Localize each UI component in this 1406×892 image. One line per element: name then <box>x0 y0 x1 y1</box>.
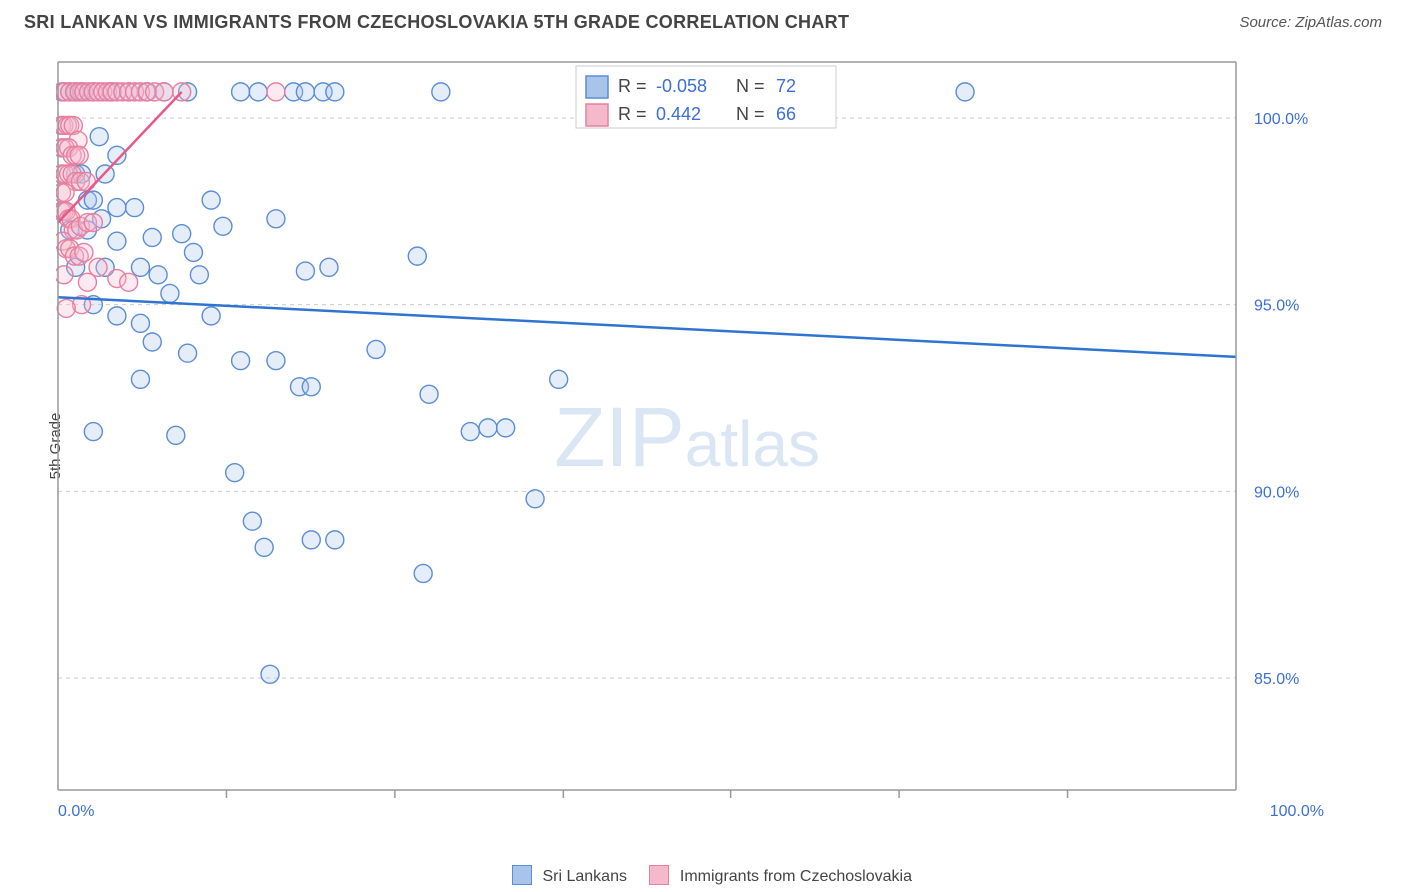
svg-text:ZIPatlas: ZIPatlas <box>554 390 820 484</box>
svg-text:-0.058: -0.058 <box>656 76 707 96</box>
svg-text:72: 72 <box>776 76 796 96</box>
svg-text:95.0%: 95.0% <box>1254 298 1299 315</box>
svg-text:100.0%: 100.0% <box>1254 111 1308 128</box>
svg-text:90.0%: 90.0% <box>1254 484 1299 501</box>
svg-text:100.0%: 100.0% <box>1270 803 1324 820</box>
legend-swatch-2 <box>649 865 669 885</box>
legend-label-2: Immigrants from Czechoslovakia <box>680 868 912 885</box>
svg-text:0.442: 0.442 <box>656 104 701 124</box>
scatter-chart: 85.0% 90.0% 95.0% 100.0% ZIPatlas 0.0% 100.0% R… <box>56 60 1336 820</box>
chart-area: 85.0% 90.0% 95.0% 100.0% ZIPatlas 0.0% 100.0% R… <box>56 60 1336 820</box>
legend-swatch-1 <box>512 865 532 885</box>
bottom-legend: Sri Lankans Immigrants from Czechoslovak… <box>0 865 1406 886</box>
svg-text:85.0%: 85.0% <box>1254 671 1299 688</box>
svg-text:N =: N = <box>736 104 765 124</box>
chart-title: SRI LANKAN VS IMMIGRANTS FROM CZECHOSLOV… <box>24 12 849 33</box>
legend-label-1: Sri Lankans <box>542 868 627 885</box>
svg-text:66: 66 <box>776 104 796 124</box>
chart-header: SRI LANKAN VS IMMIGRANTS FROM CZECHOSLOV… <box>0 0 1406 41</box>
svg-text:N =: N = <box>736 76 765 96</box>
svg-text:0.0%: 0.0% <box>58 803 94 820</box>
svg-text:R =: R = <box>618 76 647 96</box>
svg-text:R =: R = <box>618 104 647 124</box>
chart-source: Source: ZipAtlas.com <box>1239 14 1382 31</box>
